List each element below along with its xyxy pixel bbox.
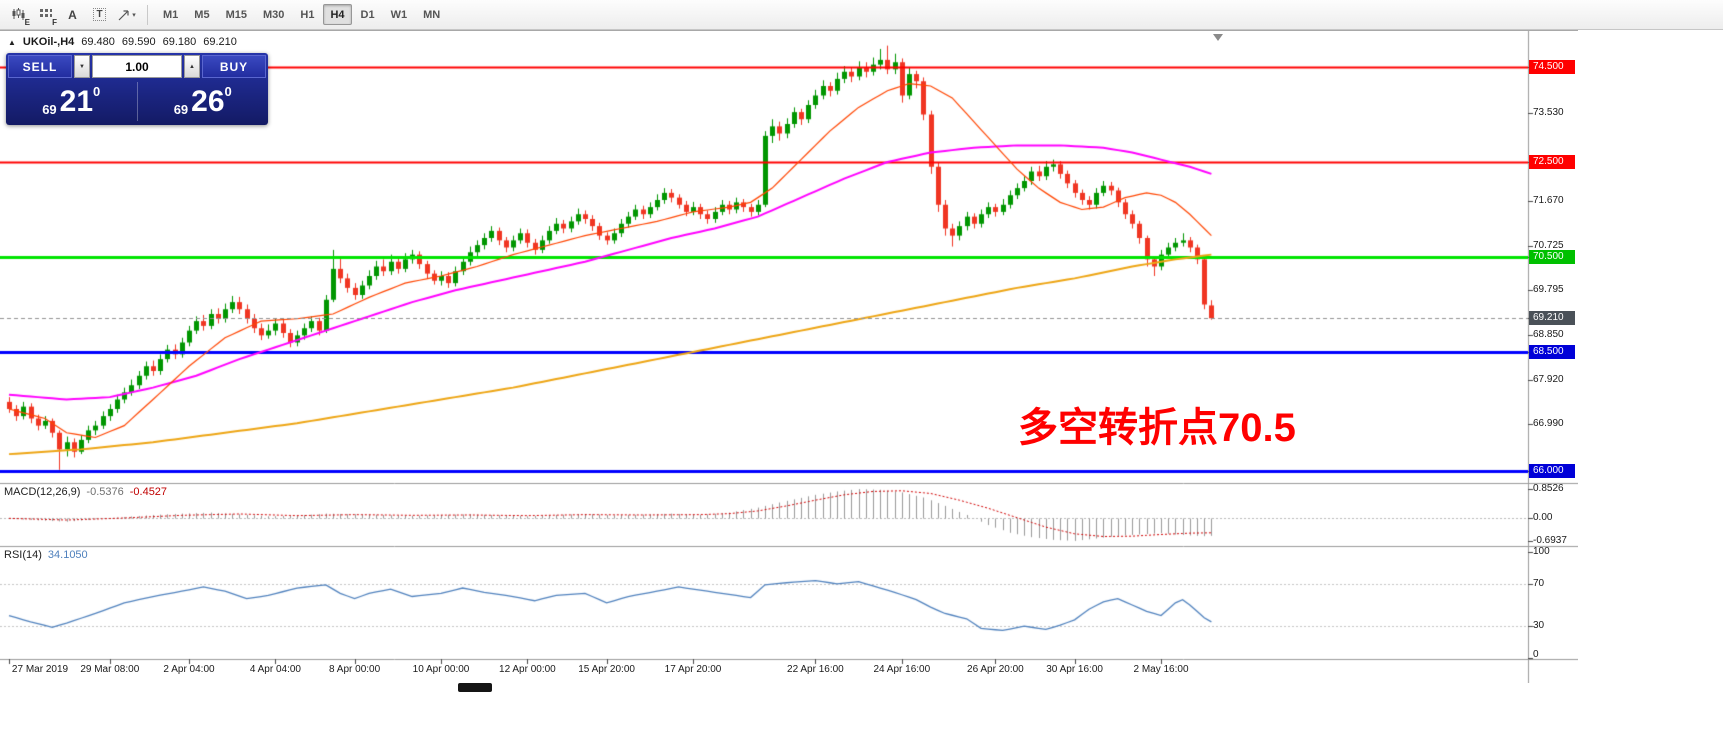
macd-name: MACD(12,26,9)	[4, 486, 81, 498]
rsi-axis-label: 70	[1533, 577, 1545, 589]
time-axis-label: 15 Apr 20:00	[578, 664, 635, 675]
symbol-name: UKOil-,H4	[22, 36, 75, 48]
price-axis-badge: 74.500	[1529, 60, 1575, 74]
price-axis-label: 71.670	[1533, 195, 1564, 207]
time-axis-label: 2 May 16:00	[1133, 664, 1189, 675]
price-axis-label: 69.795	[1533, 284, 1564, 296]
grid-icon[interactable]: F	[33, 3, 58, 27]
buy-price-prefix: 69	[173, 102, 189, 117]
time-axis-label: 8 Apr 00:00	[329, 664, 381, 675]
timeframe-m30[interactable]: M30	[256, 4, 291, 25]
price-axis-badge: 72.500	[1529, 155, 1575, 169]
price-divider	[136, 82, 138, 121]
rsi-name: RSI(14)	[4, 549, 42, 561]
rsi-indicator-label: RSI(14) 34.1050	[4, 549, 88, 561]
time-axis-label: 27 Mar 2019	[11, 664, 69, 675]
chart-canvas[interactable]	[0, 31, 1578, 683]
price-axis-badge: 68.500	[1529, 345, 1575, 359]
icon-letter: E	[24, 18, 30, 27]
candlestick-chart-icon[interactable]: E	[6, 3, 31, 27]
chart-area: ▲ UKOil-,H4 69.480 69.590 69.180 69.210 …	[0, 30, 1578, 683]
rsi-axis-label: 100	[1533, 546, 1550, 557]
price-axis-label: 73.530	[1533, 107, 1564, 119]
sell-button[interactable]: SELL	[8, 55, 72, 78]
price-axis-label: 66.990	[1533, 417, 1564, 429]
price-axis-badge: 69.210	[1529, 311, 1575, 326]
price-axis-label: 70.725	[1533, 240, 1564, 252]
grid-glyph	[39, 8, 52, 17]
sell-price-big: 21	[59, 84, 94, 118]
price-axis-badge: 66.000	[1529, 463, 1575, 478]
symbol-header: ▲ UKOil-,H4 69.480 69.590 69.180 69.210	[8, 36, 237, 48]
dropdown-caret-icon: ▾	[132, 11, 136, 19]
toolbar: E F A T ▾ M1 M5 M15 M30 H1 H4 D1 W1 MN	[0, 0, 1723, 30]
buy-button[interactable]: BUY	[202, 55, 266, 78]
letter-a: A	[68, 7, 77, 22]
price-axis-badge: 70.500	[1529, 250, 1575, 264]
sell-price-prefix: 69	[42, 102, 57, 117]
annotation-text: 多空转折点70.5	[1018, 406, 1296, 450]
rsi-axis-label: 30	[1533, 620, 1545, 632]
timeframe-h1[interactable]: H1	[293, 4, 321, 25]
time-axis-label: 24 Apr 16:00	[873, 664, 931, 675]
icon-letter: F	[52, 18, 57, 27]
macd-axis-label: 0.00	[1533, 511, 1553, 523]
one-click-trading-panel: SELL ▼ 1.00 ▲ BUY 69 21 0 69 26 0	[6, 53, 268, 125]
chart-shift-marker-icon[interactable]	[1213, 34, 1223, 41]
volume-input[interactable]: 1.00	[92, 55, 182, 78]
macd-axis-label: 0.8526	[1533, 483, 1564, 494]
ohlc-low: 69.180	[162, 36, 197, 48]
macd-indicator-label: MACD(12,26,9) -0.5376 -0.4527	[4, 486, 167, 498]
price-axis-label: 68.850	[1533, 329, 1564, 341]
arrow-glyph	[118, 9, 129, 20]
drawing-arrow-icon[interactable]: ▾	[114, 3, 139, 26]
text-tool-icon[interactable]: T	[87, 3, 112, 26]
time-axis-label: 2 Apr 04:00	[163, 664, 215, 675]
one-click-collapse-icon[interactable]: ▲	[8, 37, 16, 47]
time-axis-label: 26 Apr 20:00	[967, 664, 1024, 675]
sell-price[interactable]: 69 21 0	[6, 78, 137, 125]
sell-price-sup: 0	[93, 84, 101, 99]
volume-decrease-button[interactable]: ▼	[74, 55, 90, 78]
ohlc-open: 69.480	[81, 36, 115, 48]
buy-price-big: 26	[191, 84, 225, 118]
timeframe-w1[interactable]: W1	[384, 4, 415, 25]
macd-main-value: -0.5376	[86, 486, 124, 498]
time-axis-label: 10 Apr 00:00	[412, 664, 470, 675]
timeframe-mn[interactable]: MN	[416, 4, 447, 25]
time-axis-label: 17 Apr 20:00	[664, 664, 722, 675]
timeframe-d1[interactable]: D1	[354, 4, 382, 25]
macd-axis-label: -0.6937	[1533, 535, 1567, 546]
time-axis-label: 30 Apr 16:00	[1046, 664, 1103, 675]
buy-price-sup: 0	[224, 84, 232, 99]
time-axis-label: 22 Apr 16:00	[787, 664, 844, 675]
timeframe-m15[interactable]: M15	[219, 4, 254, 25]
rsi-axis-label: 0	[1533, 649, 1539, 660]
ohlc-high: 69.590	[121, 36, 156, 48]
timeframe-h4[interactable]: H4	[323, 4, 352, 25]
screen-artifact	[458, 683, 492, 692]
toolbar-separator	[147, 4, 148, 25]
ohlc-close: 69.210	[203, 36, 237, 48]
volume-increase-button[interactable]: ▲	[184, 55, 200, 78]
rsi-value: 34.1050	[47, 549, 88, 561]
macd-signal-value: -0.4527	[129, 486, 168, 498]
time-axis-label: 12 Apr 00:00	[499, 664, 556, 675]
price-axis-label: 67.920	[1533, 373, 1564, 385]
font-a-icon[interactable]: A	[60, 3, 85, 26]
buy-price[interactable]: 69 26 0	[138, 78, 269, 125]
letter-t: T	[93, 8, 106, 21]
candlestick-glyph	[12, 8, 25, 20]
timeframe-m5[interactable]: M5	[187, 4, 216, 25]
time-axis-label: 4 Apr 04:00	[249, 664, 301, 675]
timeframe-m1[interactable]: M1	[156, 4, 185, 25]
timeframe-group: M1 M5 M15 M30 H1 H4 D1 W1 MN	[155, 4, 448, 25]
time-axis-label: 29 Mar 08:00	[80, 664, 140, 675]
